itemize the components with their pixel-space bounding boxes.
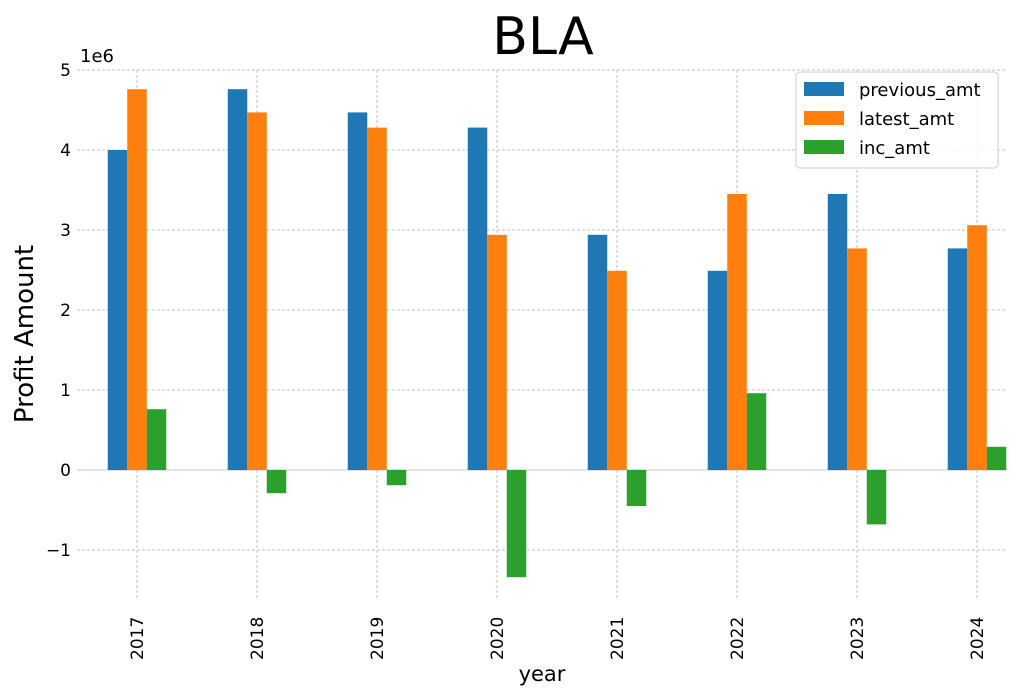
- bar-inc_amt-2022: [746, 393, 767, 470]
- x-axis-label: year: [519, 662, 566, 686]
- bar-previous_amt-2019: [347, 112, 368, 471]
- y-axis-ticks: −1 0 1 2 3 4 5: [46, 61, 71, 561]
- x-tick-label-2021: 2021: [608, 617, 628, 660]
- bar-latest_amt-2018: [247, 112, 267, 471]
- bar-inc_amt-2019: [386, 470, 407, 486]
- legend-swatch-inc_amt: [804, 140, 844, 154]
- bar-latest_amt-2017: [127, 89, 147, 470]
- bar-previous_amt-2018: [227, 89, 248, 470]
- bar-previous_amt-2017: [107, 150, 128, 470]
- legend-label-latest_amt: latest_amt: [859, 109, 954, 130]
- bar-previous_amt-2022: [707, 270, 728, 470]
- bar-inc_amt-2024: [986, 446, 1007, 470]
- bar-latest_amt-2019: [367, 127, 387, 470]
- legend-frame: [795, 71, 999, 169]
- x-tick-label-2022: 2022: [728, 617, 748, 660]
- bar-latest_amt-2024: [967, 225, 987, 470]
- legend-swatch-previous_amt: [804, 82, 844, 96]
- bar-inc_amt-2020: [506, 470, 527, 578]
- bar-latest_amt-2020: [487, 234, 507, 470]
- legend-label-inc_amt: inc_amt: [859, 138, 930, 159]
- legend-label-previous_amt: previous_amt: [859, 80, 981, 101]
- bar-inc_amt-2018: [266, 470, 287, 494]
- bar-previous_amt-2023: [827, 194, 848, 470]
- x-tick-label-2023: 2023: [848, 617, 868, 660]
- bar-previous_amt-2020: [467, 127, 488, 470]
- bar-latest_amt-2022: [727, 194, 747, 470]
- chart-title: BLA: [492, 7, 594, 67]
- y-axis-label: Profit Amount: [10, 245, 40, 423]
- bar-inc_amt-2023: [866, 470, 887, 525]
- y-tick-label: 2: [60, 301, 71, 321]
- y-axis-multiplier: 1e6: [80, 46, 114, 67]
- y-tick-label: 1: [60, 381, 71, 401]
- x-tick-label-2017: 2017: [128, 617, 148, 660]
- x-tick-label-2020: 2020: [488, 617, 508, 660]
- x-tick-label-2024: 2024: [968, 617, 988, 660]
- legend-swatch-latest_amt: [804, 111, 844, 125]
- legend: previous_amt latest_amt inc_amt: [795, 71, 999, 169]
- bar-inc_amt-2021: [626, 470, 647, 506]
- y-tick-label: −1: [46, 541, 71, 561]
- y-tick-label: 0: [60, 461, 71, 481]
- bar-previous_amt-2024: [947, 248, 968, 470]
- y-tick-label: 5: [60, 61, 71, 81]
- bars: [107, 89, 1007, 578]
- bar-inc_amt-2017: [146, 409, 167, 470]
- bar-latest_amt-2021: [607, 270, 627, 470]
- x-tick-label-2019: 2019: [368, 617, 388, 660]
- bar-latest_amt-2023: [847, 248, 867, 470]
- x-tick-label-2018: 2018: [248, 617, 268, 660]
- bar-previous_amt-2021: [587, 234, 608, 470]
- x-axis-ticks: 2017 2018 2019 2020 2021 2022 2023 2024: [128, 617, 988, 660]
- y-tick-label: 4: [60, 141, 71, 161]
- y-tick-label: 3: [60, 221, 71, 241]
